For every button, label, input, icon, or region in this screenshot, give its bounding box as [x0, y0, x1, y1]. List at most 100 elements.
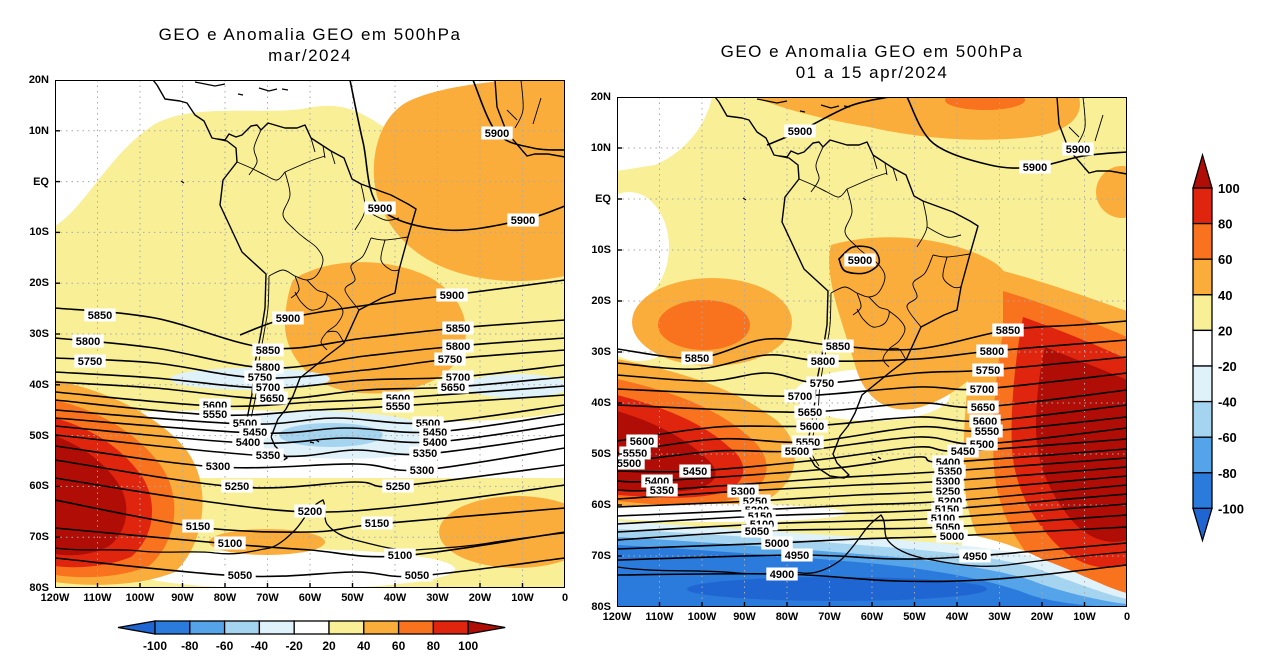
contour-label: 5400 [236, 437, 260, 449]
contour-label: 5900 [1023, 162, 1047, 174]
contour-label: 5500 [617, 458, 641, 470]
colorbar-vertical: -100 -80 -60 -40 -20 20 40 60 80 100 [1192, 152, 1244, 543]
contour-label: 5450 [683, 466, 707, 478]
lon-tick-label: 110W [645, 611, 674, 623]
contour-label: 5700 [788, 391, 812, 403]
lat-tick-label: 10N [28, 124, 49, 137]
colorbar-tick-label: -40 [251, 639, 269, 653]
lon-tick-label: 100W [125, 592, 155, 604]
contour-label: 5900 [440, 290, 464, 302]
colorbar-horizontal: -100 -80 -60 -40 -20 20 40 60 80 100 [117, 620, 506, 653]
left-map-title-line1: GEO e Anomalia GEO em 500hPa [158, 25, 462, 44]
contour-label: 5900 [368, 203, 392, 215]
contour-label: 5550 [386, 401, 410, 413]
map-right-geo-anomaly: 5900 5900 5900 5900 5850 5850 5850 5800 5800 5750… [617, 97, 1127, 607]
lon-tick-label: 40W [383, 592, 407, 604]
contour-label: 5050 [405, 570, 429, 582]
lat-tick-label: EQ [595, 193, 611, 205]
lon-tick-label: 50W [341, 592, 364, 604]
lat-tick-label: 50S [29, 429, 49, 442]
colorbar-tick-label: 100 [1218, 181, 1240, 196]
contour-label: 4900 [770, 569, 794, 581]
contour-label: 5800 [446, 341, 470, 353]
contour-label: 5300 [206, 461, 230, 473]
lon-tick-label: 120W [602, 611, 632, 623]
contour-label: 5150 [186, 521, 210, 533]
lat-tick-label: 10S [591, 244, 611, 256]
contour-label: 5900 [485, 128, 509, 140]
contour-label: 5750 [78, 356, 102, 368]
colorbar-tick-label: -60 [1218, 430, 1237, 445]
lon-tick-label: 110W [83, 592, 112, 604]
map-left-geo-anomaly: 5900 5900 5900 5900 5900 5850 5850 5850 5800 5800… [55, 80, 565, 588]
lon-tick-label: 120W [40, 592, 70, 604]
contour-label: 5900 [848, 255, 872, 267]
contour-label: 5850 [685, 353, 709, 365]
lon-tick-label: 20W [468, 592, 492, 604]
contour-label: 5050 [745, 526, 769, 538]
contour-label: 5000 [940, 531, 964, 543]
colorbar-tick-label: 20 [322, 639, 336, 653]
lon-tick-label: 30W [988, 611, 1011, 623]
lat-tick-label: 20N [590, 91, 611, 103]
lon-tick-label: 70W [818, 611, 841, 623]
lat-tick-label: 10S [29, 226, 49, 239]
contour-label: 5750 [810, 378, 834, 390]
lon-tick-label: 10W [1073, 611, 1096, 623]
lat-tick-label: 20S [591, 295, 611, 307]
contour-label: 5650 [441, 382, 465, 394]
lat-tick-label: 80S [591, 601, 611, 613]
contour-label: 5650 [798, 407, 822, 419]
lat-tick-label: 30S [591, 346, 611, 358]
colorbar-tick-label: -80 [181, 639, 199, 653]
contour-label: 5350 [256, 450, 280, 462]
colorbar-tick-label: -100 [143, 639, 167, 653]
right-map-title-line2: 01 a 15 apr/2024 [795, 63, 949, 82]
contour-label: 5750 [976, 365, 1000, 377]
colorbar-tick-label: 60 [1218, 252, 1232, 267]
lon-tick-label: 60W [860, 611, 884, 623]
contour-label: 5200 [298, 506, 322, 518]
lat-tick-label: 40S [591, 397, 611, 409]
lon-tick-label: 70W [256, 592, 279, 604]
colorbar-tick-label: -20 [286, 639, 304, 653]
contour-label: 5800 [76, 336, 100, 348]
contour-label: 5250 [225, 481, 249, 493]
colorbar-tick-label: -60 [216, 639, 234, 653]
lat-tick-label: 30S [29, 328, 49, 340]
lon-tick-label: 60W [298, 592, 322, 604]
contour-label: 5650 [971, 402, 995, 414]
contour-label: 4950 [963, 551, 987, 563]
lon-tick-label: 0 [561, 592, 569, 604]
colorbar-tick-label: 60 [392, 639, 406, 653]
contour-label: 5700 [256, 382, 280, 394]
lon-tick-label: 100W [687, 611, 717, 623]
contour-label: 5650 [260, 393, 284, 405]
colorbar-tick-label: -20 [1218, 359, 1237, 374]
left-map-title-line2: mar/2024 [268, 46, 352, 65]
contour-label: 5800 [811, 356, 835, 368]
lon-tick-label: 90W [171, 592, 194, 604]
colorbar-tick-label: 40 [357, 639, 371, 653]
lat-tick-label: 70S [29, 531, 49, 544]
lon-tick-label: 90W [733, 611, 756, 623]
contour-label: 5900 [788, 126, 812, 138]
lon-tick-label: 40W [945, 611, 969, 623]
right-map-title-line1: GEO e Anomalia GEO em 500hPa [720, 42, 1024, 61]
colorbar-tick-label: -40 [1218, 395, 1237, 410]
colorbar-tick-label: -80 [1218, 466, 1237, 481]
contour-label: 5800 [980, 346, 1004, 358]
contour-label: 5550 [975, 426, 999, 438]
contour-label: 5750 [438, 354, 462, 366]
lon-tick-label: 50W [903, 611, 926, 623]
contour-label: 5100 [218, 538, 242, 550]
contour-label: 5900 [511, 215, 535, 227]
contour-label: 5000 [765, 538, 789, 550]
lat-tick-label: 40S [29, 378, 49, 391]
contour-label: 5400 [423, 437, 447, 449]
contour-label: 5100 [388, 550, 412, 562]
lon-tick-label: 0 [1123, 611, 1131, 623]
lat-tick-label: 20N [28, 74, 49, 86]
contour-label: 5850 [826, 341, 850, 353]
